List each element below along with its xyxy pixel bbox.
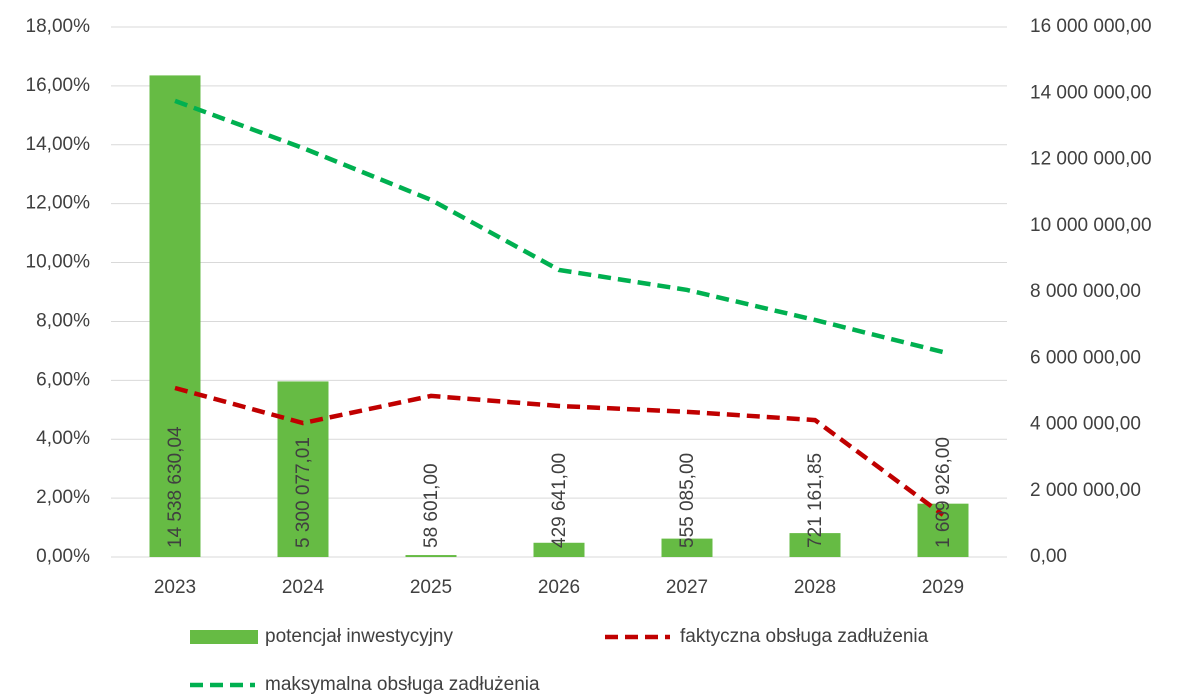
y-tick-label: 18,00% [26,16,91,37]
x-tick-label: 2027 [666,577,708,598]
legend-label: faktyczna obsługa zadłużenia [680,626,929,647]
data-label: 721 161,85 [805,453,826,548]
y2-tick-label: 4 000 000,00 [1030,414,1141,435]
y-tick-label: 14,00% [26,134,91,155]
x-tick-label: 2029 [922,577,964,598]
y2-tick-label: 8 000 000,00 [1030,281,1141,302]
y-tick-label: 6,00% [36,369,90,390]
bar [789,533,841,557]
data-label: 1 609 926,00 [933,437,954,548]
y-tick-label: 0,00% [36,546,90,567]
y2-tick-label: 2 000 000,00 [1030,480,1141,501]
line [174,98,944,355]
data-label: 58 601,00 [421,463,442,548]
data-label: 555 085,00 [677,453,698,548]
y2-tick-label: 10 000 000,00 [1030,215,1152,236]
legend-label: maksymalna obsługa zadłużenia [265,674,540,695]
bar [149,75,201,557]
legend-label: potencjał inwestycyjny [265,626,453,647]
y2-tick-label: 12 000 000,00 [1030,149,1152,170]
y-tick-label: 10,00% [26,252,91,273]
data-label: 14 538 630,04 [165,426,186,548]
y-tick-label: 4,00% [36,428,90,449]
y-tick-label: 16,00% [26,75,91,96]
y2-tick-label: 16 000 000,00 [1030,16,1152,37]
legend-swatch [190,630,258,644]
data-label: 429 641,00 [549,453,570,548]
y2-tick-label: 6 000 000,00 [1030,347,1141,368]
bar [533,542,585,557]
line [174,385,945,517]
x-tick-label: 2028 [794,577,836,598]
data-label: 5 300 077,01 [293,437,314,548]
y-tick-label: 8,00% [36,310,90,331]
x-tick-label: 2025 [410,577,452,598]
x-tick-label: 2023 [154,577,196,598]
y2-tick-label: 14 000 000,00 [1030,82,1152,103]
bar [277,381,329,557]
y2-tick-label: 0,00 [1030,546,1067,567]
bar [661,538,713,557]
x-tick-label: 2024 [282,577,325,598]
y-tick-label: 12,00% [26,193,91,214]
bar [405,555,457,557]
y-tick-label: 2,00% [36,487,90,508]
x-tick-label: 2026 [538,577,580,598]
